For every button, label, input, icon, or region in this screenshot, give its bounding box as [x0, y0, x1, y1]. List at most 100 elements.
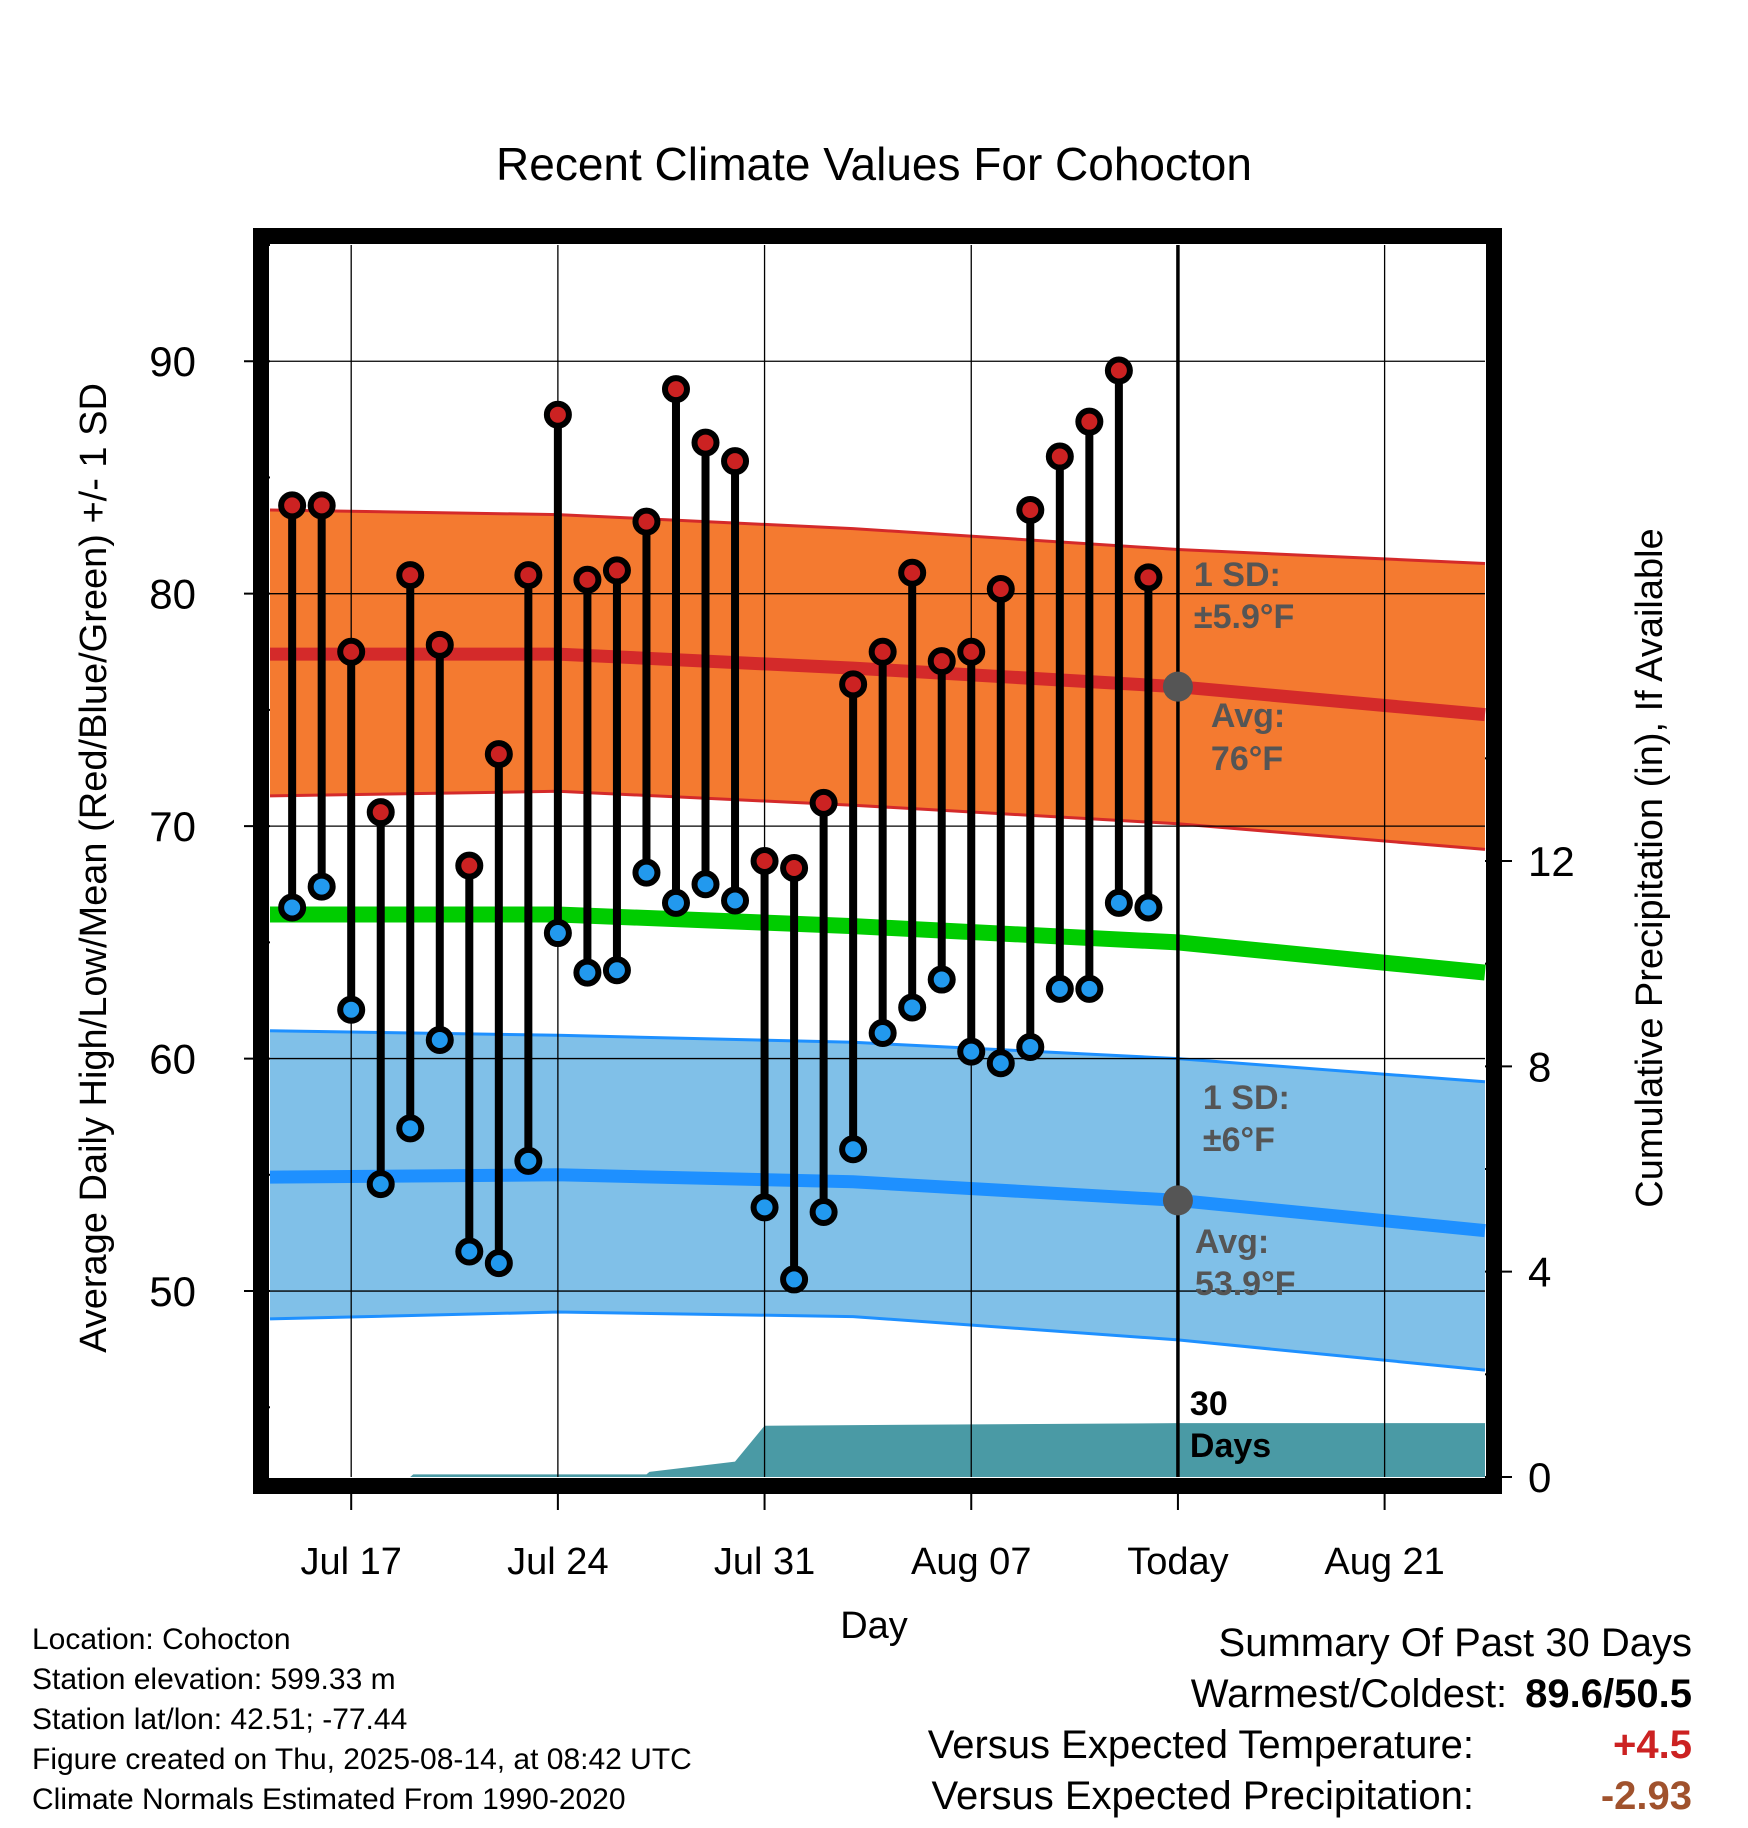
low-temp-point	[691, 870, 720, 899]
low-temp-point	[661, 888, 690, 917]
low-sd-label: 1 SD:	[1203, 1079, 1290, 1117]
high-temp-point	[957, 637, 986, 666]
y-tick-label: 60	[149, 1036, 196, 1083]
summary-panel: Summary Of Past 30 Days Warmest/Coldest:…	[928, 1618, 1692, 1822]
low-temp-point	[927, 965, 956, 994]
summary-title: Summary Of Past 30 Days	[1218, 1621, 1692, 1665]
low-temp-point	[396, 1114, 425, 1143]
high-temp-point	[573, 565, 602, 594]
high-mean-line	[270, 647, 1486, 722]
elevation-text: Station elevation: 599.33 m	[32, 1663, 396, 1696]
low-temp-point	[278, 893, 307, 922]
low-temp-point	[1016, 1032, 1045, 1061]
high-sd-label: 1 SD:	[1194, 556, 1281, 594]
x-tick-label: Jul 24	[507, 1541, 608, 1583]
y-tick-label: 90	[149, 338, 196, 385]
low-temp-point	[868, 1019, 897, 1048]
high-temp-point	[514, 561, 543, 590]
warm-cold-value: 89.6/50.5	[1525, 1672, 1692, 1716]
y-tick-label: 70	[149, 803, 196, 850]
high-temp-point	[1075, 407, 1104, 436]
warm-cold-label: Warmest/Coldest:	[1190, 1672, 1508, 1716]
low-temp-point	[957, 1037, 986, 1066]
low-sd-value: ±6°F	[1203, 1121, 1275, 1159]
high-sd-band-upper-edge	[269, 508, 1486, 565]
normals-text: Climate Normals Estimated From 1990-2020	[32, 1783, 626, 1816]
high-temp-point	[809, 788, 838, 817]
today-low-normal-marker	[1162, 1185, 1193, 1216]
axes: 50 60 70 80 90 0 4 8 12 Jul 17 Jul 24 Jul 31 Aug 07 T…	[149, 244, 1575, 1583]
high-temp-point	[484, 740, 513, 769]
low-temp-point	[602, 956, 631, 985]
high-temp-point	[425, 630, 454, 659]
high-sd-band	[270, 510, 1485, 850]
latlon-text: Station lat/lon: 42.51; -77.44	[32, 1703, 408, 1736]
low-temp-point	[1134, 893, 1163, 922]
high-temp-point	[307, 491, 336, 520]
high-temp-point	[396, 561, 425, 590]
high-temp-point	[602, 556, 631, 585]
low-temp-point	[366, 1170, 395, 1199]
location-text: Location: Cohocton	[32, 1623, 291, 1656]
low-temp-point	[750, 1193, 779, 1222]
high-temp-point	[278, 491, 307, 520]
daily-stems	[288, 370, 1153, 1280]
high-temp-point	[750, 847, 779, 875]
low-temp-point	[425, 1025, 454, 1054]
low-temp-point	[898, 993, 927, 1022]
low-temp-point	[839, 1135, 868, 1164]
daily-markers	[278, 356, 1163, 1294]
precip-value: -2.93	[1600, 1774, 1692, 1818]
x-tick-label: Today	[1127, 1541, 1228, 1583]
x-axis-label: Day	[840, 1605, 908, 1647]
y2-tick-label: 8	[1528, 1043, 1551, 1090]
high-temp-point	[898, 558, 927, 587]
high-temp-point	[543, 400, 572, 429]
high-temp-point	[780, 853, 809, 882]
high-temp-point	[839, 670, 868, 699]
low-temp-point	[632, 858, 661, 887]
low-temp-point	[307, 872, 336, 901]
window-label-unit: Days	[1190, 1427, 1271, 1465]
y2-tick-label: 12	[1528, 838, 1575, 885]
x-tick-label: Aug 07	[911, 1541, 1031, 1583]
temp-label: Versus Expected Temperature:	[927, 1723, 1474, 1767]
low-temp-point	[573, 958, 602, 987]
low-sd-band-lower-edge	[269, 1310, 1486, 1372]
low-temp-point	[1104, 888, 1133, 917]
high-temp-point	[868, 637, 897, 666]
high-temp-point	[986, 575, 1015, 604]
high-temp-point	[337, 637, 366, 666]
normal-bands	[269, 508, 1486, 1372]
high-temp-point	[927, 647, 956, 676]
warm-cold-row: Warmest/Coldest: 89.6/50.5	[928, 1669, 1692, 1720]
low-temp-point	[809, 1198, 838, 1227]
low-temp-point	[1075, 974, 1104, 1003]
x-tick-label: Jul 31	[714, 1541, 815, 1583]
precip-area-group	[270, 1423, 1485, 1477]
high-temp-point	[632, 507, 661, 536]
y2-tick-label: 4	[1528, 1249, 1551, 1296]
low-temp-point	[780, 1265, 809, 1294]
precip-row: Versus Expected Precipitation: -2.93	[928, 1771, 1692, 1822]
low-temp-point	[514, 1146, 543, 1175]
low-temp-point	[986, 1049, 1015, 1078]
high-temp-point	[721, 447, 750, 476]
x-tick-label: Aug 21	[1324, 1541, 1444, 1583]
y-axis-label: Average Daily High/Low/Mean (Red/Blue/Gr…	[73, 383, 115, 1353]
precip-label: Versus Expected Precipitation:	[931, 1774, 1474, 1818]
low-temp-point	[484, 1249, 513, 1278]
low-temp-point	[455, 1237, 484, 1266]
low-avg-label: Avg:	[1195, 1223, 1269, 1261]
window-label-number: 30	[1190, 1385, 1228, 1423]
low-temp-point	[543, 919, 572, 948]
low-sd-band	[270, 1030, 1485, 1371]
low-temp-point	[1045, 974, 1074, 1003]
low-mean-line	[269, 1168, 1486, 1238]
high-avg-value: 76°F	[1211, 740, 1283, 778]
low-temp-point	[337, 995, 366, 1024]
high-temp-point	[455, 851, 484, 880]
y2-axis-label: Cumulative Precipitation (in), If Availa…	[1629, 528, 1671, 1207]
high-temp-point	[691, 428, 720, 457]
